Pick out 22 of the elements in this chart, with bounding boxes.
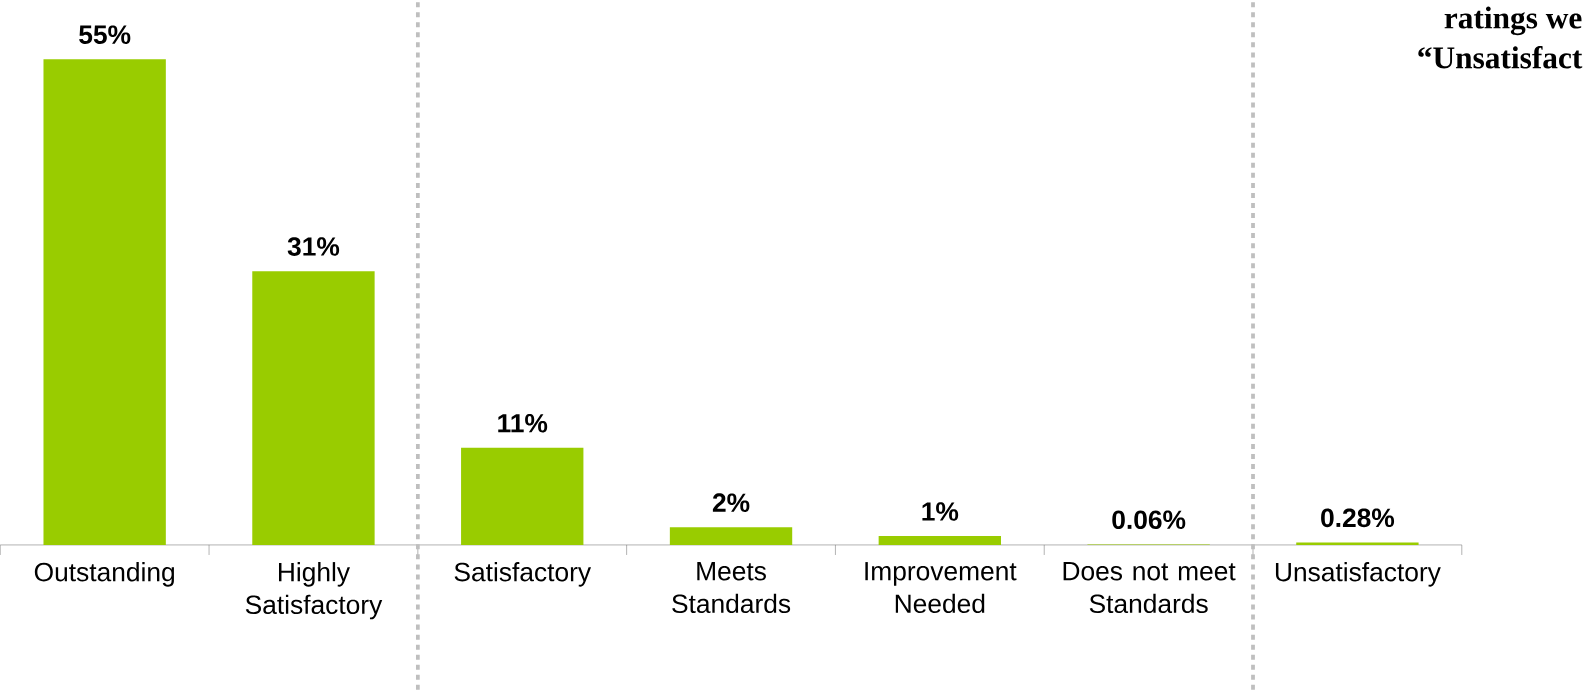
data-label: 2% [712, 493, 750, 513]
data-label: 55% [79, 25, 131, 45]
bar [461, 447, 584, 546]
data-label: 0.06% [1112, 510, 1186, 530]
x-tick-label: Improvement Needed [865, 562, 1017, 614]
x-tick-label: Meets Standards [672, 562, 791, 614]
annotation: “Unsatisfact [1418, 46, 1583, 69]
x-tick-label: Outstanding [34, 562, 174, 587]
data-label: 31% [287, 237, 340, 257]
data-label: 1% [922, 502, 959, 521]
x-tick-label: Unsatisfactory [1275, 562, 1441, 587]
bar [252, 271, 375, 546]
data-label: 11% [498, 414, 548, 433]
bar [43, 59, 166, 546]
data-label: 0.28% [1321, 508, 1395, 528]
x-tick-label: Highly Satisfactory [245, 562, 383, 620]
x-tick-label: Does not meet Standards [1063, 562, 1236, 614]
bar [1296, 542, 1419, 546]
x-tick-label: Satisfactory [454, 562, 592, 587]
bar [878, 536, 1001, 546]
text: ratings we [1444, 6, 1582, 36]
bar [669, 527, 793, 546]
